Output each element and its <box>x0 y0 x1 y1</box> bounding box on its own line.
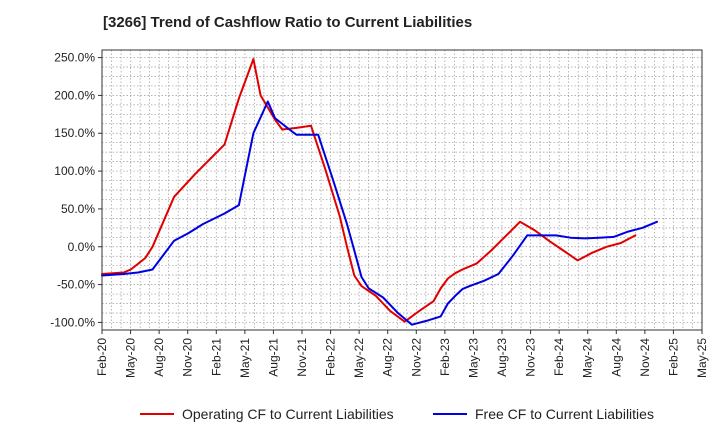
plot-frame <box>101 49 703 331</box>
series-line-operating-cf <box>101 58 637 323</box>
x-tick-label: Aug-24 <box>609 338 623 377</box>
y-tick-label: 0.0% <box>68 240 96 254</box>
x-tick-label: Nov-20 <box>181 338 195 377</box>
x-tick-label: May-22 <box>352 338 366 378</box>
x-tick-label: Aug-21 <box>266 338 280 377</box>
x-tick-label: Nov-21 <box>295 338 309 377</box>
x-tick-label: Feb-24 <box>552 338 566 376</box>
y-tick-label: 150.0% <box>54 126 95 140</box>
x-tick-label: Nov-24 <box>638 338 652 377</box>
y-tick-label: -100.0% <box>50 315 95 329</box>
x-tick-label: Nov-22 <box>409 338 423 377</box>
y-tick-label: 100.0% <box>54 164 95 178</box>
x-tick-label: Nov-23 <box>524 338 538 377</box>
grid-layer <box>101 50 703 330</box>
legend-item: Operating CF to Current Liabilities <box>140 406 394 422</box>
y-tick-label: 250.0% <box>54 51 95 65</box>
chart-title: [3266] Trend of Cashflow Ratio to Curren… <box>103 14 473 31</box>
x-tick-label: May-24 <box>581 338 595 378</box>
y-axis-ticks: 250.0% 200.0% 150.0% 100.0% 50.0% 0.0% -50.0% -… <box>50 51 102 329</box>
legend-label: Operating CF to Current Liabilities <box>182 406 394 422</box>
x-tick-label: May-23 <box>466 338 480 378</box>
y-tick-label: 50.0% <box>61 202 95 216</box>
y-tick-label: 200.0% <box>54 88 95 102</box>
series-line-free-cf <box>101 100 658 326</box>
legend-label: Free CF to Current Liabilities <box>475 406 654 422</box>
x-axis-ticks: Feb-20 May-20 Aug-20 Nov-20 Feb-21 May-21 Aug-… <box>95 330 709 378</box>
x-tick-label: May-21 <box>238 338 252 378</box>
x-tick-label: Feb-22 <box>324 338 338 376</box>
x-tick-label: Feb-23 <box>438 338 452 376</box>
x-tick-label: May-20 <box>124 338 138 378</box>
x-tick-label: May-25 <box>695 338 709 378</box>
x-tick-label: Aug-23 <box>495 338 509 377</box>
series-layer <box>101 58 658 326</box>
x-tick-label: Feb-25 <box>666 338 680 376</box>
legend-item: Free CF to Current Liabilities <box>433 406 654 422</box>
x-tick-label: Aug-22 <box>381 338 395 377</box>
x-tick-label: Feb-21 <box>209 338 223 376</box>
x-tick-label: Feb-20 <box>95 338 109 376</box>
x-tick-label: Aug-20 <box>152 338 166 377</box>
y-tick-label: -50.0% <box>57 278 95 292</box>
legend: Operating CF to Current Liabilities Free … <box>140 406 654 422</box>
